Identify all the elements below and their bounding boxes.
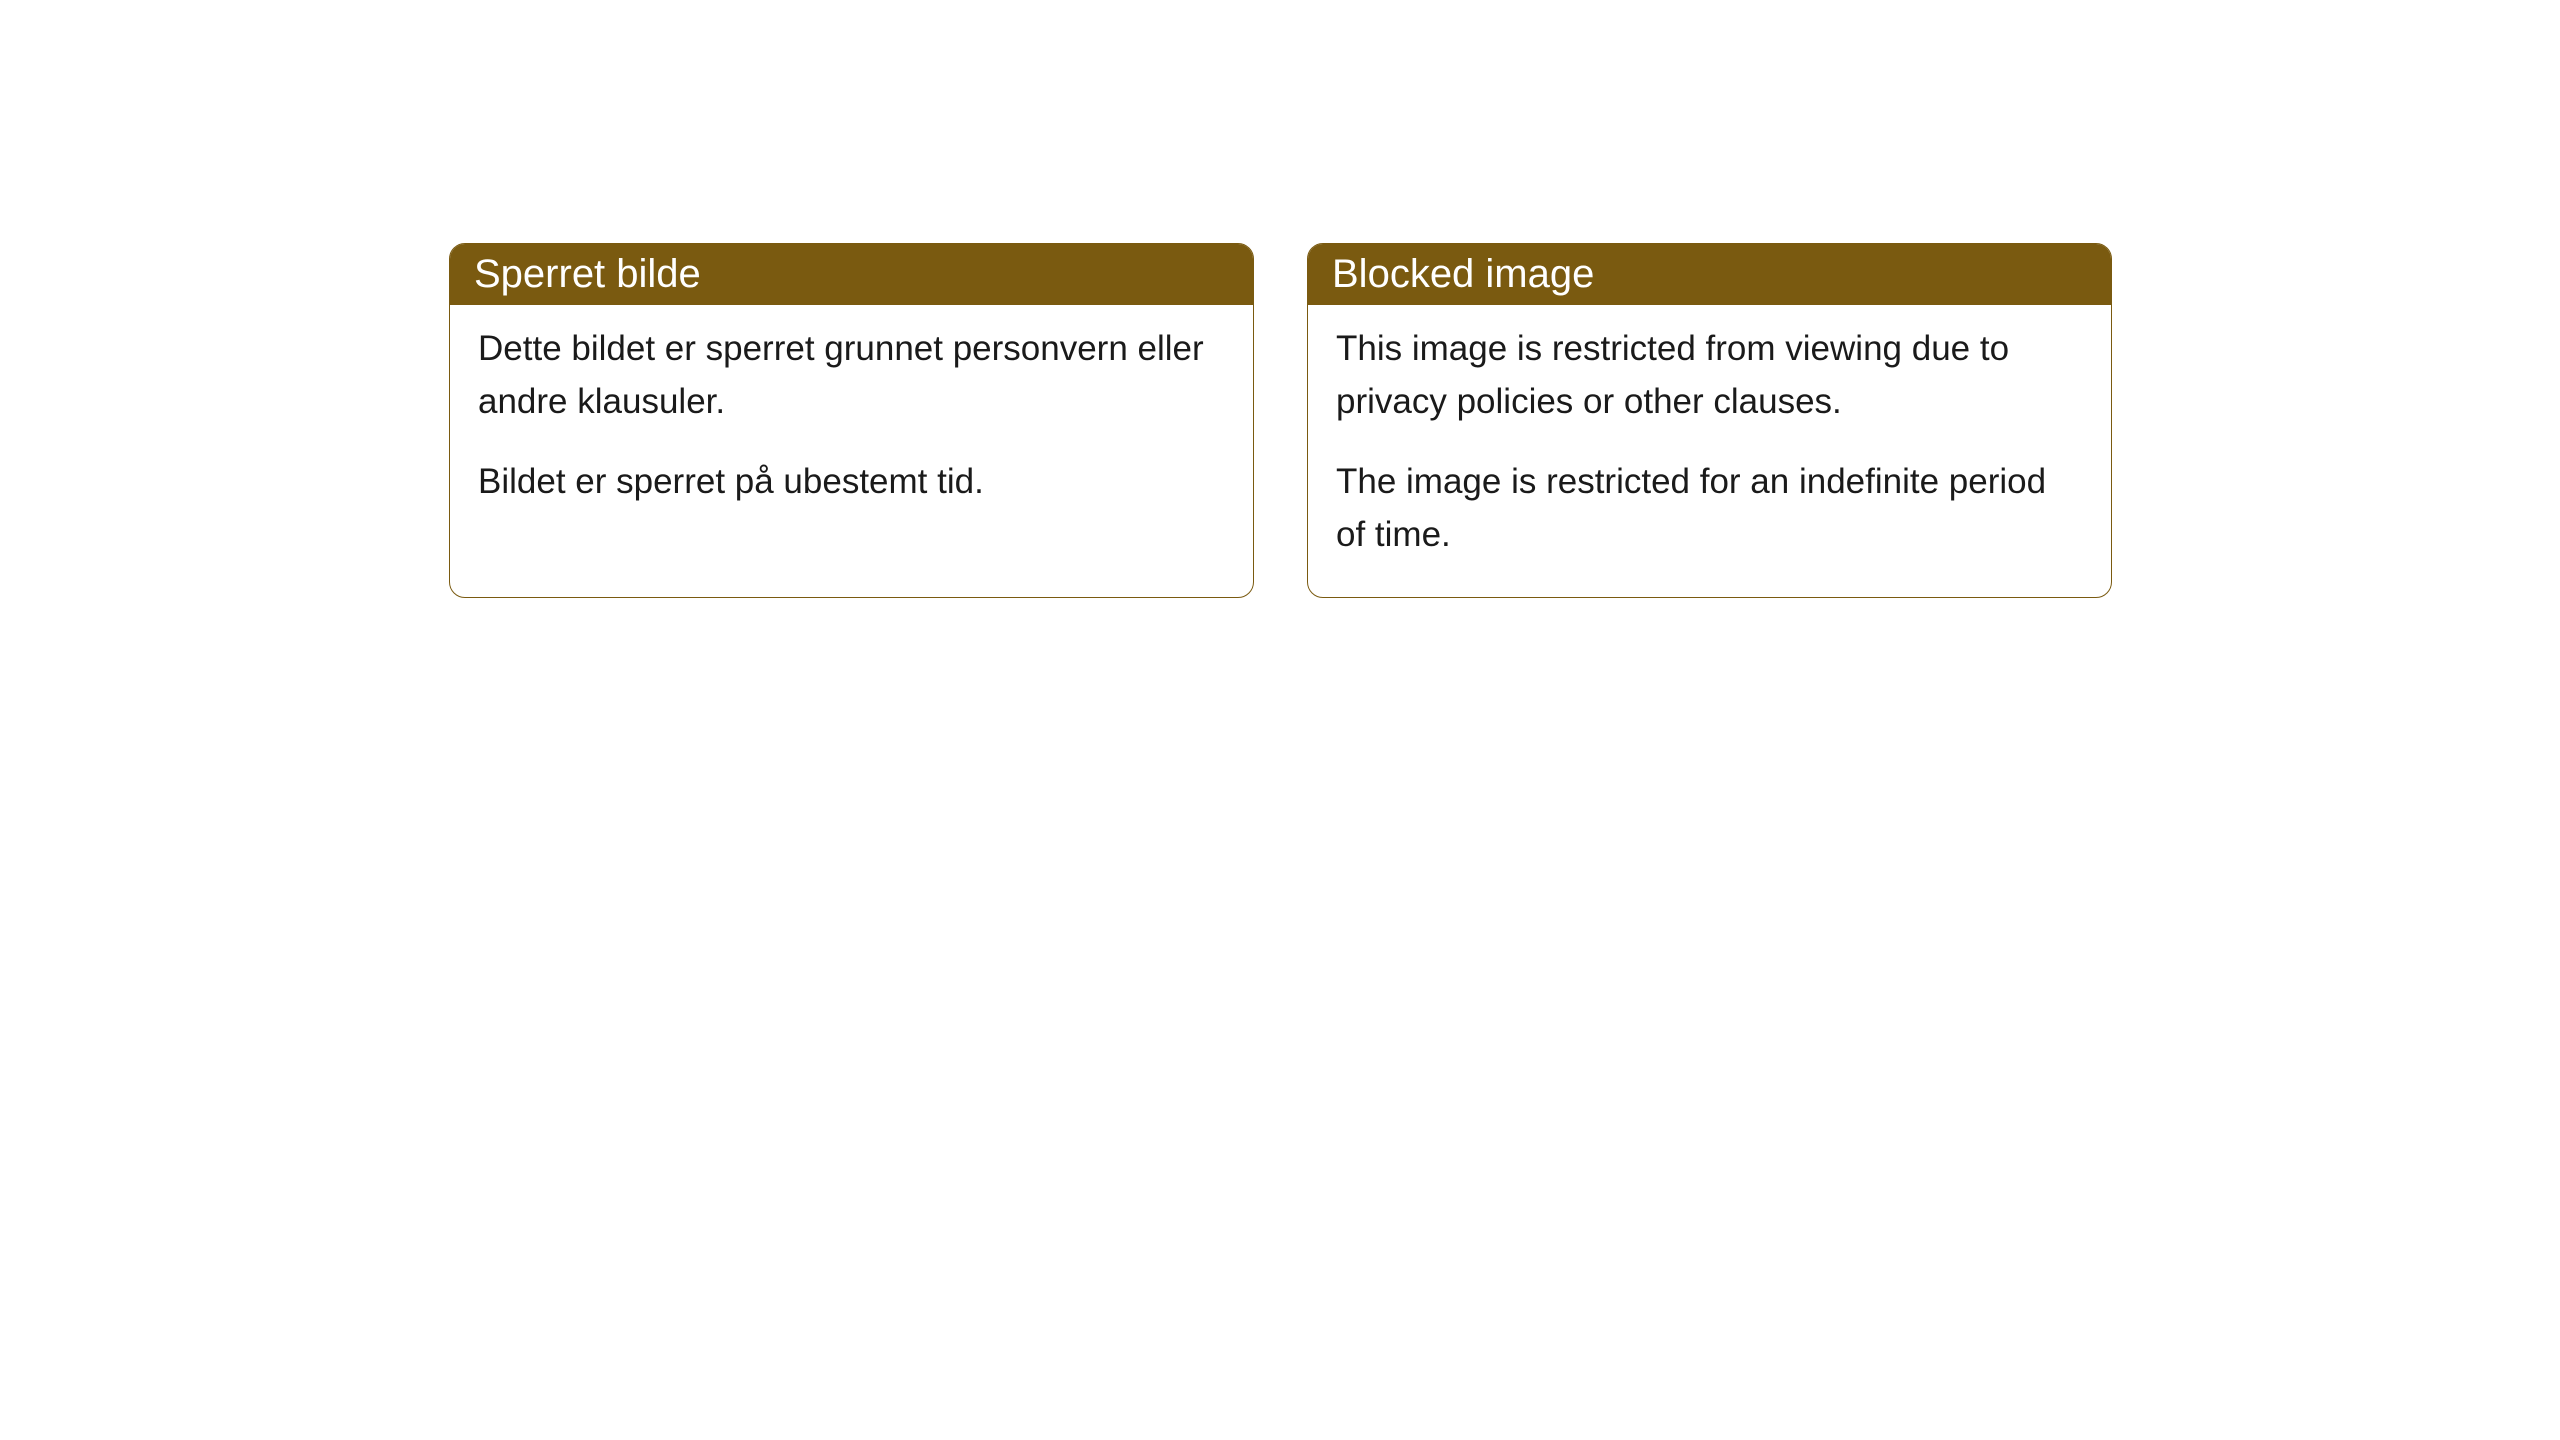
card-body: Dette bildet er sperret grunnet personve… [450, 305, 1253, 545]
notice-card-english: Blocked image This image is restricted f… [1307, 243, 2112, 598]
card-body: This image is restricted from viewing du… [1308, 305, 2111, 597]
card-paragraph: This image is restricted from viewing du… [1336, 323, 2083, 428]
card-paragraph: The image is restricted for an indefinit… [1336, 456, 2083, 561]
notice-cards-container: Sperret bilde Dette bildet er sperret gr… [449, 243, 2112, 598]
card-header: Sperret bilde [450, 244, 1253, 305]
card-title: Blocked image [1332, 252, 1594, 296]
notice-card-norwegian: Sperret bilde Dette bildet er sperret gr… [449, 243, 1254, 598]
card-title: Sperret bilde [474, 252, 701, 296]
card-paragraph: Bildet er sperret på ubestemt tid. [478, 456, 1225, 509]
card-paragraph: Dette bildet er sperret grunnet personve… [478, 323, 1225, 428]
card-header: Blocked image [1308, 244, 2111, 305]
